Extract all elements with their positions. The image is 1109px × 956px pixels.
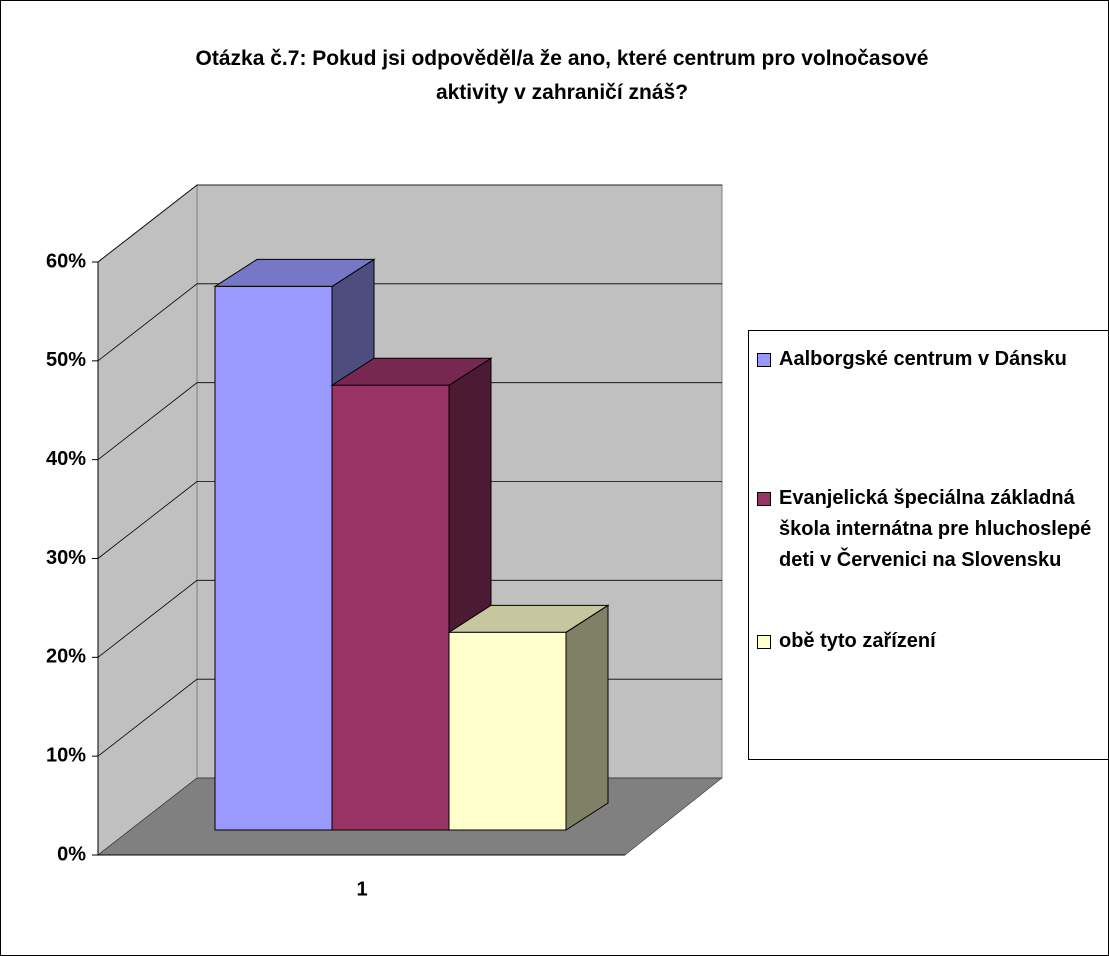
legend-swatch [757, 635, 771, 649]
legend-swatch [757, 353, 771, 367]
bar [331, 384, 450, 831]
legend-label: Aalborgské centrum v Dánsku [779, 348, 1067, 370]
legend-swatch [757, 492, 771, 506]
grid-line [97, 382, 722, 460]
grid-line [97, 579, 722, 658]
legend-entry: Aalborgské centrum v Dánsku [757, 344, 1109, 375]
bar-side [565, 604, 609, 831]
grid-line [97, 283, 722, 362]
legend-entry: obě tyto zařízení [757, 626, 1109, 657]
y-tick-label: 10% [46, 744, 86, 766]
bar [214, 285, 333, 831]
y-tick-label: 40% [46, 448, 86, 470]
chart-title: Otázka č.7: Pokud jsi odpověděl/a že ano… [195, 47, 929, 104]
legend-label: obě tyto zařízení [779, 630, 936, 652]
y-tick-label: 20% [46, 646, 86, 668]
y-tick-label: 0% [57, 843, 86, 865]
y-tick-label: 60% [46, 250, 86, 272]
y-tick-label: 50% [46, 349, 86, 371]
legend: Aalborgské centrum v Dánsku Evanjelická š… [748, 330, 1109, 760]
bar [448, 631, 567, 831]
grid-line [97, 481, 722, 559]
x-tick-label: 1 [356, 878, 367, 900]
legend-label: Evanjelická špeciálna základná škola int… [779, 487, 1092, 571]
legend-entry: Evanjelická špeciálna základná škola int… [757, 483, 1109, 576]
y-tick-label: 30% [46, 547, 86, 569]
grid-line [97, 184, 722, 263]
